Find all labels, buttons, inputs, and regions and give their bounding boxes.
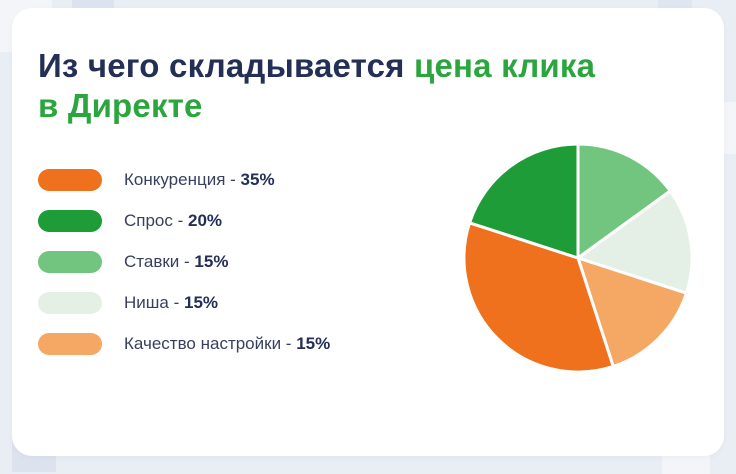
legend-item: Ниша - 15% <box>38 291 330 315</box>
legend-item: Ставки - 15% <box>38 250 330 274</box>
pie-slice <box>468 142 580 260</box>
legend-swatch <box>38 210 102 232</box>
legend-swatch <box>38 292 102 314</box>
legend-item: Спрос - 20% <box>38 209 330 233</box>
legend-label: Ставки - 15% <box>124 252 229 271</box>
legend-label: Спрос - 20% <box>124 211 223 230</box>
pie-chart <box>458 138 698 378</box>
legend-swatch <box>38 333 102 355</box>
legend-item: Конкуренция - 35% <box>38 168 330 192</box>
legend-label: Качество настройки - 15% <box>124 334 331 353</box>
legend-value: 15% <box>183 293 219 312</box>
legend-label: Конкуренция - 35% <box>124 170 275 189</box>
legend-value: 15% <box>194 252 229 271</box>
pie-slice <box>576 189 694 295</box>
legend-value: 20% <box>188 211 223 230</box>
title-prefix: Из чего складывается <box>38 47 414 85</box>
page-title: Из чего складывается цена клика в Директе <box>38 46 698 127</box>
pie-chart-svg <box>462 142 694 374</box>
pie-slice <box>462 221 615 374</box>
legend-label: Ниша - 15% <box>124 293 219 312</box>
pie-slice <box>576 142 672 260</box>
legend-value: 35% <box>240 170 275 189</box>
title-accent-2: в Директе <box>38 87 203 125</box>
infographic-card: Из чего складывается цена клика в Директе… <box>12 8 724 456</box>
legend: Конкуренция - 35% Спрос - 20% Ставки - 15%… <box>38 168 330 356</box>
legend-item: Качество настройки - 15% <box>38 332 330 356</box>
legend-value: 15% <box>296 334 331 353</box>
title-accent-1: цена клика <box>413 47 596 85</box>
legend-swatch <box>38 251 102 273</box>
legend-swatch <box>38 169 102 191</box>
